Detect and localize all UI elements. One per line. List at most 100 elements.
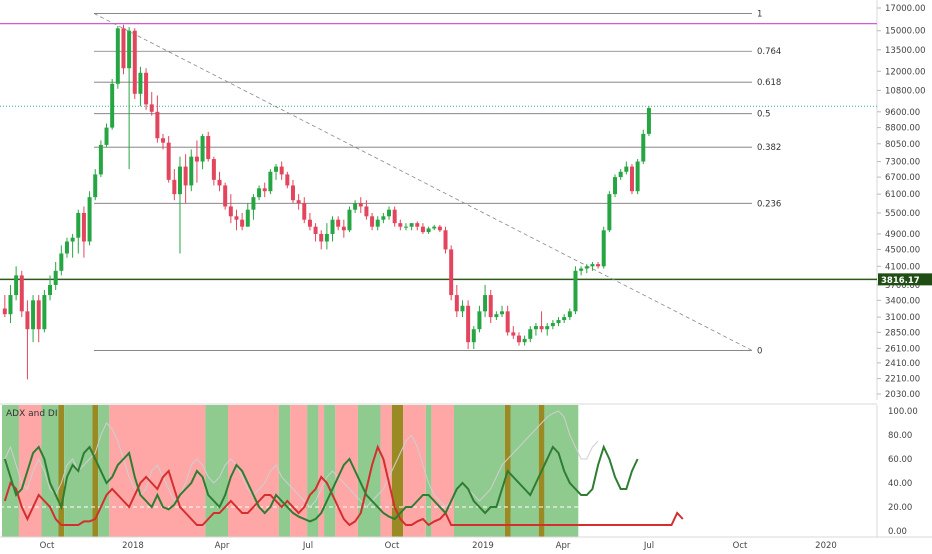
candle-body <box>70 237 75 242</box>
candle-body <box>110 83 115 128</box>
price-tick-label: 4900.00 <box>885 230 920 240</box>
candle-body <box>562 317 567 321</box>
adx-tick-label: 100.00 <box>888 407 918 417</box>
candle-body <box>432 226 437 229</box>
adx-band <box>228 405 279 537</box>
candle-body <box>629 166 634 192</box>
candle-body <box>25 311 30 330</box>
candle-body <box>240 219 245 227</box>
candle-body <box>426 228 431 233</box>
time-tick-label: Apr <box>215 541 230 550</box>
candle-body <box>132 30 137 94</box>
candle-body <box>437 226 442 231</box>
candle-body <box>494 314 499 318</box>
adx-band <box>454 405 505 537</box>
adx-band <box>510 405 539 537</box>
adx-band <box>290 405 308 537</box>
candle-body <box>194 156 199 162</box>
candle-body <box>387 209 392 217</box>
adx-tick-label: 80.00 <box>888 431 912 441</box>
candle-body <box>567 311 572 318</box>
candle-body <box>477 311 482 330</box>
adx-di-lines <box>0 410 684 527</box>
price-tick-label: 9600.00 <box>885 108 920 118</box>
fib-level-label: 0.236 <box>757 199 781 209</box>
candle-body <box>596 264 601 267</box>
adx-series-line <box>3 444 684 527</box>
candle-body <box>483 295 488 312</box>
candle-body <box>76 212 81 238</box>
price-tick-label: 15000.00 <box>885 27 926 37</box>
candle-body <box>53 270 58 285</box>
candle-body <box>420 226 425 233</box>
time-tick-label: 2018 <box>122 541 144 550</box>
candle-body <box>533 326 538 330</box>
candle-body <box>81 212 86 242</box>
candle-body <box>161 138 166 143</box>
candle-body <box>183 166 188 186</box>
candle-body <box>590 264 595 267</box>
fib-level-label: 0.618 <box>757 78 781 88</box>
candle-body <box>228 206 233 217</box>
candle-body <box>364 206 369 217</box>
time-tick-label: Oct <box>40 541 55 550</box>
price-tick-label: 3700.00 <box>885 281 920 291</box>
candle-body <box>528 329 533 339</box>
candle-body <box>488 295 493 318</box>
candle-body <box>211 159 216 180</box>
candle-body <box>403 226 408 228</box>
candle-body <box>200 136 205 162</box>
candle-body <box>223 185 228 207</box>
candle-body <box>234 216 239 220</box>
candle-body <box>172 179 177 195</box>
candle-body <box>2 308 7 315</box>
candle-body <box>471 329 476 343</box>
fib-level-label: 1 <box>757 9 762 19</box>
candle-body <box>545 326 550 330</box>
candle-body <box>646 108 651 134</box>
candle-body <box>579 268 584 271</box>
price-tick-label: 2850.00 <box>885 328 920 338</box>
candle-body <box>279 166 284 175</box>
adx-series-line <box>4 410 599 508</box>
adx-band <box>109 405 206 537</box>
fib-level-label: 0.382 <box>757 143 781 153</box>
candle-body <box>522 338 527 343</box>
price-tick-label: 3100.00 <box>885 313 920 323</box>
candle-body <box>341 226 346 231</box>
adx-tick-label: 0.00 <box>888 527 907 537</box>
candle-body <box>460 305 465 312</box>
candle-body <box>584 266 589 269</box>
candle-body <box>324 233 329 242</box>
candle-body <box>347 209 352 231</box>
adx-tick-label: 20.00 <box>888 503 912 513</box>
price-tick-label: 2410.00 <box>885 359 920 369</box>
adx-band <box>58 405 65 537</box>
candle-body <box>613 177 618 195</box>
price-tick-label: 4500.00 <box>885 245 920 255</box>
candle-body <box>104 127 109 145</box>
time-tick-label: Oct <box>385 541 400 550</box>
price-tick-label: 13500.00 <box>885 46 926 56</box>
candle-body <box>392 209 397 224</box>
reference-lines: 3816.17 <box>0 23 932 286</box>
adx-series-line <box>3 444 639 523</box>
candle-body <box>539 326 544 330</box>
candle-body <box>98 144 103 175</box>
candle-body <box>64 241 69 254</box>
adx-band <box>278 405 291 537</box>
time-tick-label: 2019 <box>472 541 494 550</box>
candle-body <box>319 233 324 242</box>
candle-body <box>409 223 414 227</box>
adx-band <box>307 405 319 537</box>
candle-body <box>285 174 290 186</box>
candle-body <box>375 219 380 227</box>
fib-level-label: 0 <box>757 346 762 356</box>
price-tick-label: 5500.00 <box>885 209 920 219</box>
candle-body <box>48 284 53 296</box>
adx-band <box>357 405 381 537</box>
candle-body <box>115 28 120 84</box>
candle-body <box>601 230 606 267</box>
candle-body <box>336 219 341 227</box>
adx-band <box>41 405 59 537</box>
